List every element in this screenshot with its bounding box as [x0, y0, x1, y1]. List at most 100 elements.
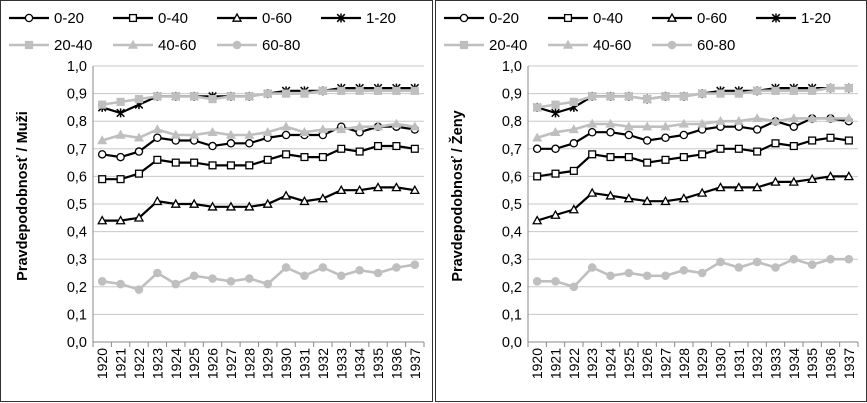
legend-label: 20-40: [489, 37, 527, 54]
data-point: [733, 182, 744, 192]
data-point: [153, 92, 162, 101]
series-0-40: [533, 133, 853, 181]
x-tick-label: 1932: [315, 348, 331, 379]
y-tick-label: 0,1: [502, 307, 522, 323]
data-point: [551, 276, 560, 286]
data-point: [678, 193, 689, 203]
data-point: [373, 141, 383, 151]
legend-label: 0-60: [697, 10, 727, 27]
x-tick-label: 1931: [296, 348, 312, 379]
series-line: [102, 144, 415, 181]
data-point: [643, 95, 652, 104]
x-tick-label: 1926: [205, 348, 221, 379]
data-point: [225, 129, 236, 139]
y-axis-label: Pravdepodobnosť / Ženy: [448, 110, 466, 281]
x-tick-label: 1922: [566, 348, 582, 379]
data-point: [372, 121, 384, 131]
data-point: [208, 95, 217, 104]
legend-item: 40-60: [548, 37, 631, 54]
y-tick-label: 0,1: [67, 307, 87, 323]
data-point: [299, 127, 310, 136]
x-tick-label: 1923: [149, 348, 165, 379]
y-tick-label: 0,9: [67, 87, 87, 103]
data-point: [605, 118, 616, 128]
series-0-60: [532, 171, 854, 225]
data-point: [281, 263, 291, 272]
x-tick-label: 1937: [841, 348, 857, 379]
data-point: [207, 201, 218, 211]
data-point: [606, 92, 615, 101]
data-point: [660, 195, 671, 206]
data-point: [244, 129, 255, 139]
data-point: [355, 86, 364, 95]
legend-swatch-marker: [127, 39, 139, 49]
data-point: [624, 130, 634, 140]
data-point: [716, 257, 725, 267]
legend-label: 0-40: [593, 10, 623, 27]
data-point: [97, 135, 108, 145]
x-tick-label: 1934: [352, 348, 368, 379]
series-1-20: [97, 83, 420, 118]
series-line: [537, 257, 849, 289]
data-point: [679, 130, 689, 140]
data-point: [808, 86, 817, 95]
data-point: [825, 171, 836, 181]
legend-label: 1-20: [801, 10, 831, 27]
data-point: [788, 176, 799, 186]
x-tick-label: 1922: [131, 348, 147, 379]
data-point: [678, 118, 689, 128]
data-point: [244, 201, 255, 211]
series-line: [102, 263, 415, 292]
data-point: [661, 155, 670, 164]
data-point: [318, 263, 328, 272]
series-0-20: [532, 114, 854, 154]
data-point: [623, 121, 634, 131]
legend-item: 1-20: [756, 10, 831, 27]
data-point: [245, 274, 254, 283]
data-point: [134, 147, 144, 156]
data-point: [679, 265, 689, 275]
data-point: [844, 136, 853, 145]
data-point: [661, 271, 670, 281]
data-point: [551, 100, 560, 109]
data-point: [606, 271, 615, 281]
data-point: [606, 153, 615, 162]
data-point: [771, 139, 780, 148]
x-tick-label: 1934: [786, 348, 802, 379]
data-point: [715, 182, 726, 192]
legend-item: 60-80: [217, 37, 300, 54]
data-point: [734, 263, 744, 272]
data-point: [789, 86, 798, 95]
data-point: [697, 268, 707, 278]
data-point: [372, 182, 384, 192]
x-tick-label: 1931: [731, 348, 747, 379]
data-point: [116, 152, 125, 162]
data-point: [587, 187, 598, 197]
data-point: [679, 92, 688, 101]
data-point: [410, 260, 420, 270]
data-point: [698, 89, 707, 98]
data-point: [587, 263, 597, 272]
legend-swatch-marker: [459, 13, 469, 23]
y-tick-label: 1,0: [67, 59, 87, 75]
series-0-40: [98, 141, 419, 184]
data-point: [532, 132, 543, 142]
x-tick-label: 1928: [676, 348, 692, 379]
y-tick-label: 0,2: [502, 280, 522, 296]
x-tick-label: 1937: [407, 348, 423, 379]
data-point: [300, 89, 309, 98]
y-tick-label: 0,5: [67, 197, 87, 213]
data-point: [391, 182, 402, 192]
data-point: [207, 127, 218, 136]
y-tick-label: 0,6: [67, 169, 87, 185]
x-tick-label: 1928: [241, 348, 257, 379]
x-tick-label: 1929: [694, 348, 710, 379]
grid: [93, 65, 424, 343]
legend-swatch-marker: [336, 13, 346, 23]
legend-item: 20-40: [9, 37, 92, 54]
data-point: [98, 100, 107, 109]
data-point: [642, 195, 653, 206]
data-point: [789, 141, 798, 151]
